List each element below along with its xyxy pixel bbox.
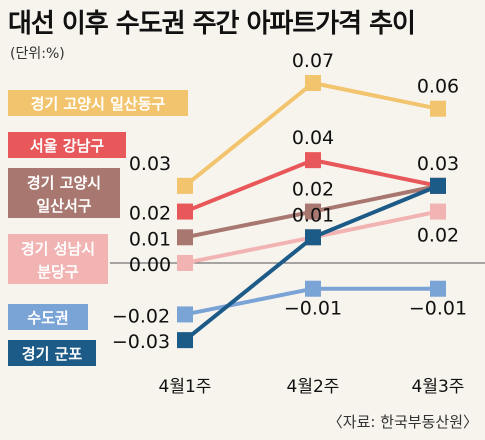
x-tick-label: 4월1주 <box>159 377 212 397</box>
data-label: 0.04 <box>292 127 334 149</box>
data-label: −0.01 <box>284 298 342 320</box>
x-tick-label: 4월2주 <box>287 377 340 397</box>
data-point <box>177 255 193 271</box>
data-point <box>305 75 321 92</box>
unit-label: (단위:%) <box>10 46 65 62</box>
legend-swatch <box>8 304 88 330</box>
data-label: −0.01 <box>409 298 467 320</box>
data-label: 0.02 <box>129 203 171 225</box>
data-point <box>177 332 193 349</box>
legend-label: 수도권 <box>27 309 68 327</box>
legend-label: 경기 고양시 일산서구 <box>27 174 101 215</box>
data-point <box>430 100 446 117</box>
data-label: 0.03 <box>129 153 171 175</box>
data-label: 0.01 <box>292 204 334 226</box>
data-point <box>305 152 321 169</box>
data-label: 0.03 <box>417 153 459 175</box>
data-label: 0.06 <box>417 76 459 98</box>
chart-title: 대선 이후 수도권 주간 아파트가격 추이 <box>8 9 415 39</box>
data-point <box>177 177 193 194</box>
legend-swatch <box>8 340 96 366</box>
data-label: 0.07 <box>292 50 334 72</box>
data-point <box>305 203 321 220</box>
series-layer <box>177 75 446 349</box>
legend-item-5: 경기 군포 <box>8 340 96 366</box>
data-point <box>305 280 321 297</box>
data-label: −0.03 <box>112 331 170 353</box>
legend-label: 서울 강남구 <box>30 137 104 155</box>
data-point <box>430 280 446 297</box>
legend-item-3: 경기 성남시 분당구 <box>8 234 108 284</box>
data-label: 0.02 <box>292 179 334 201</box>
legend-label: 경기 고양시 일산동구 <box>31 95 166 113</box>
data-point <box>177 203 193 220</box>
data-label: −0.02 <box>112 305 170 327</box>
legend-item-0: 경기 고양시 일산동구 <box>8 90 188 116</box>
legend-item-1: 서울 강남구 <box>8 132 126 158</box>
data-point <box>430 203 446 220</box>
data-point <box>177 306 193 323</box>
data-label: 0.01 <box>129 228 171 250</box>
legend-swatch <box>8 90 188 116</box>
legend-label: 경기 군포 <box>22 345 83 363</box>
legend-swatch <box>8 132 126 158</box>
source-label: 〈자료: 한국부동산원〉 <box>328 413 478 431</box>
legend-swatch <box>8 168 120 218</box>
data-point <box>305 229 321 246</box>
legend-label: 경기 성남시 분당구 <box>21 240 95 281</box>
data-point <box>430 177 446 194</box>
data-label: 0.02 <box>417 225 459 247</box>
x-axis: 4월1주 4월2주 4월3주 <box>159 377 465 397</box>
x-tick-label: 4월3주 <box>412 377 465 397</box>
data-point <box>177 229 193 246</box>
data-labels: 0.03 0.07 0.06 0.02 0.04 0.03 0.01 0.02 0.00 0.01… <box>112 50 467 353</box>
data-label: 0.00 <box>129 254 171 276</box>
legend-item-4: 수도권 <box>8 304 88 330</box>
legend-swatch <box>8 234 108 284</box>
legend-item-2: 경기 고양시 일산서구 <box>8 168 120 218</box>
